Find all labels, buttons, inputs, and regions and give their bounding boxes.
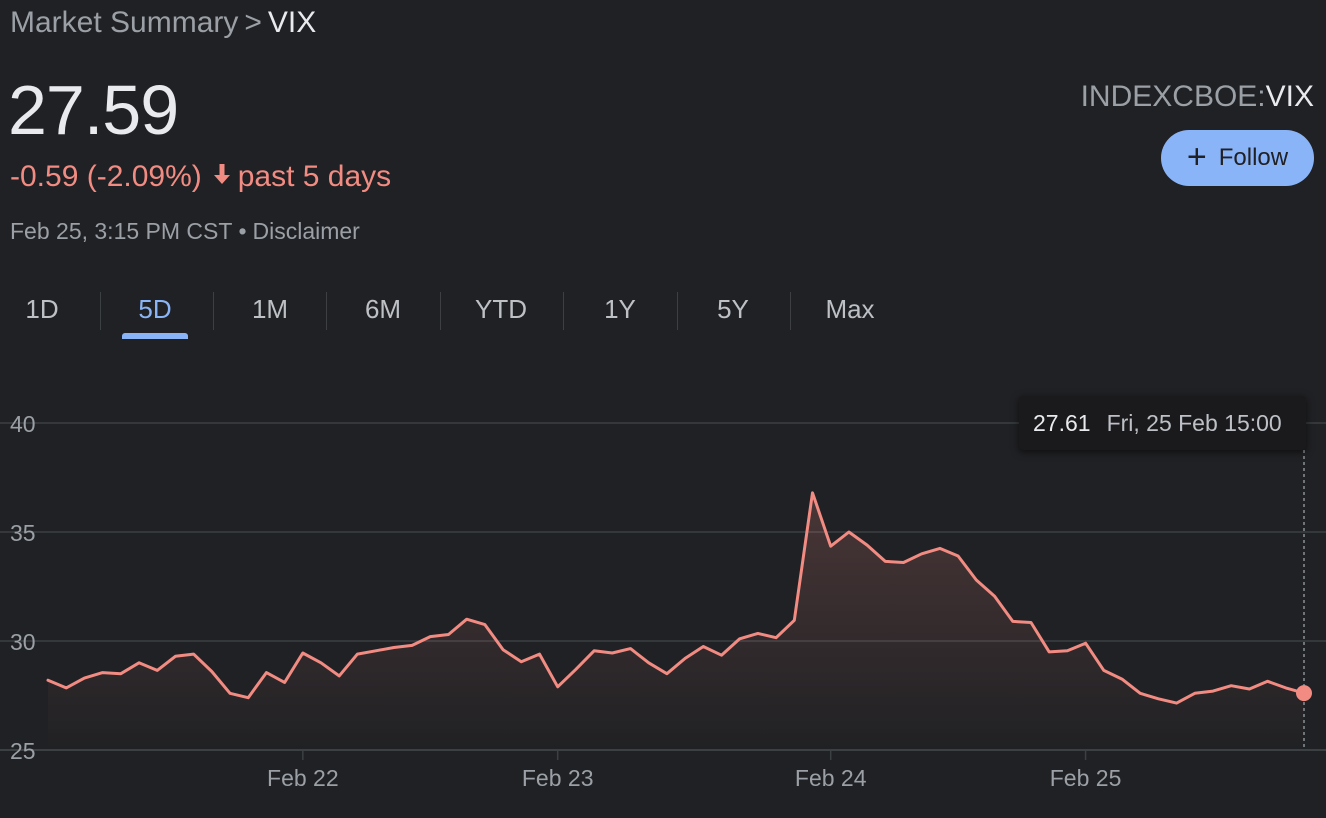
x-tick-label: Feb 24 xyxy=(795,765,867,791)
quote-timestamp-row: Feb 25, 3:15 PM CST • Disclaimer xyxy=(10,218,360,245)
x-tick-label: Feb 23 xyxy=(522,765,594,791)
breadcrumb-current: VIX xyxy=(267,6,317,39)
tooltip-value: 27.61 xyxy=(1033,409,1091,436)
chart-tooltip: 27.61 Fri, 25 Feb 15:00 xyxy=(1019,396,1306,450)
time-range-tabs: 1D 5D 1M 6M YTD 1Y 5Y Max xyxy=(0,282,900,340)
last-point-marker xyxy=(1296,685,1312,702)
quote-timestamp: Feb 25, 3:15 PM CST xyxy=(10,218,233,244)
tab-label: 1M xyxy=(251,294,289,324)
y-tick-label: 40 xyxy=(10,411,36,437)
tab-label: 6M xyxy=(364,294,402,324)
current-price: 27.59 xyxy=(8,71,179,149)
symbol-label: VIX xyxy=(1265,80,1314,113)
area-fill xyxy=(48,492,1304,750)
tab-divider xyxy=(677,292,678,330)
exchange-label: INDEXCBOE: xyxy=(1080,80,1266,113)
x-tick-label: Feb 25 xyxy=(1050,765,1122,791)
tab-divider xyxy=(440,292,441,330)
ticker-symbol: INDEXCBOE:VIX xyxy=(1081,80,1314,114)
tab-6m[interactable]: 6M xyxy=(338,282,428,340)
tab-5d[interactable]: 5D xyxy=(110,282,200,340)
tab-divider xyxy=(326,292,327,330)
tab-label: YTD xyxy=(475,294,527,324)
price-change: -0.59 (-2.09%) past 5 days xyxy=(10,160,391,194)
tab-label: 5Y xyxy=(717,294,749,324)
price-change-value: -0.59 (-2.09%) xyxy=(10,160,202,193)
x-tick-label: Feb 22 xyxy=(267,765,339,791)
arrow-down-icon xyxy=(212,160,232,194)
tab-5y[interactable]: 5Y xyxy=(688,282,778,340)
disclaimer-link[interactable]: Disclaimer xyxy=(252,218,360,244)
follow-button[interactable]: + Follow xyxy=(1161,130,1314,186)
y-tick-label: 25 xyxy=(10,738,36,764)
tab-1m[interactable]: 1M xyxy=(225,282,315,340)
active-tab-indicator xyxy=(122,333,188,339)
tab-1d[interactable]: 1D xyxy=(0,282,84,340)
plus-icon: + xyxy=(1186,137,1207,176)
tab-label: 1D xyxy=(25,294,59,324)
tab-1y[interactable]: 1Y xyxy=(575,282,665,340)
tooltip-time: Fri, 25 Feb 15:00 xyxy=(1106,409,1282,436)
tab-label: 1Y xyxy=(604,294,636,324)
tab-divider xyxy=(790,292,791,330)
tab-divider xyxy=(100,292,101,330)
tab-max[interactable]: Max xyxy=(805,282,895,340)
breadcrumb-separator: > xyxy=(244,6,262,39)
tab-label: 5D xyxy=(138,294,172,324)
y-tick-label: 30 xyxy=(10,629,36,655)
tab-ytd[interactable]: YTD xyxy=(455,282,547,340)
change-period: past 5 days xyxy=(237,160,392,193)
tab-label: Max xyxy=(825,294,875,324)
follow-button-label: Follow xyxy=(1218,144,1289,171)
series-line xyxy=(46,491,1306,705)
separator-dot: • xyxy=(238,218,247,244)
y-tick-label: 35 xyxy=(10,520,36,546)
breadcrumb-parent-link[interactable]: Market Summary xyxy=(10,6,239,39)
tab-divider xyxy=(563,292,564,330)
tab-divider xyxy=(213,292,214,330)
breadcrumb: Market Summary > VIX xyxy=(10,6,316,40)
